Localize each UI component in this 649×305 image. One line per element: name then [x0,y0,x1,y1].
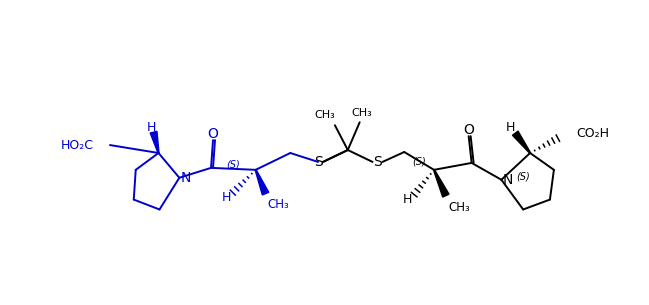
Text: HO₂C: HO₂C [61,138,93,152]
Text: H: H [506,121,515,134]
Text: CH₃: CH₃ [315,110,336,120]
Text: N: N [180,171,191,185]
Text: O: O [208,127,219,141]
Text: O: O [463,123,474,137]
Polygon shape [434,170,449,197]
Text: (S): (S) [226,160,239,170]
Text: H: H [222,191,232,204]
Text: H: H [402,193,412,206]
Text: (S): (S) [517,172,530,182]
Text: CO₂H: CO₂H [576,127,609,140]
Text: CH₃: CH₃ [448,201,470,214]
Text: N: N [502,173,513,187]
Polygon shape [255,170,269,195]
Text: S: S [313,155,323,169]
Text: CH₃: CH₃ [267,198,289,211]
Text: H: H [147,121,156,134]
Polygon shape [150,131,159,153]
Text: CH₃: CH₃ [351,108,372,118]
Polygon shape [513,131,530,153]
Text: S: S [373,155,382,169]
Text: (S): (S) [412,157,426,167]
